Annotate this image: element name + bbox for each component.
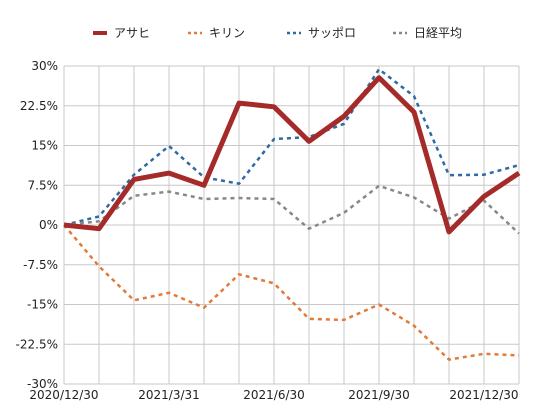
series-lines bbox=[63, 67, 521, 361]
x-tick-label: 2021/3/31 bbox=[138, 388, 200, 402]
y-tick-label: 15% bbox=[31, 139, 58, 153]
y-tick-label: -30% bbox=[27, 377, 58, 391]
y-tick-label: -22.5% bbox=[16, 337, 58, 351]
y-tick-label: -15% bbox=[27, 298, 58, 312]
x-tick-label: 2021/12/30 bbox=[449, 388, 518, 402]
grid bbox=[63, 65, 520, 385]
legend: アサヒ キリン サッポロ 日経平均 bbox=[93, 26, 462, 40]
x-tick-label: 2020/12/30 bbox=[29, 388, 98, 402]
series-1-line bbox=[63, 224, 520, 361]
y-tick-label: 7.5% bbox=[28, 178, 59, 192]
x-tick-label: 2021/6/30 bbox=[243, 388, 305, 402]
legend-label: アサヒ bbox=[114, 26, 150, 40]
series-0-line bbox=[63, 75, 521, 235]
series-2-line bbox=[63, 67, 520, 227]
y-tick-label: 22.5% bbox=[20, 99, 58, 113]
legend-label: 日経平均 bbox=[414, 26, 462, 40]
y-tick-label: 30% bbox=[31, 59, 58, 73]
legend-label: サッポロ bbox=[308, 26, 356, 40]
y-axis-ticks: 30% 22.5% 15% 7.5% 0% -7.5% -15% -22.5% -30% bbox=[16, 59, 58, 391]
x-tick-label: 2021/9/30 bbox=[348, 388, 410, 402]
x-axis-ticks: 2020/12/30 2021/3/31 2021/6/30 2021/9/30 202… bbox=[29, 388, 518, 402]
y-tick-label: -7.5% bbox=[23, 258, 58, 272]
y-tick-label: 0% bbox=[39, 218, 58, 232]
series-3-line bbox=[63, 184, 520, 235]
legend-label: キリン bbox=[209, 26, 245, 40]
